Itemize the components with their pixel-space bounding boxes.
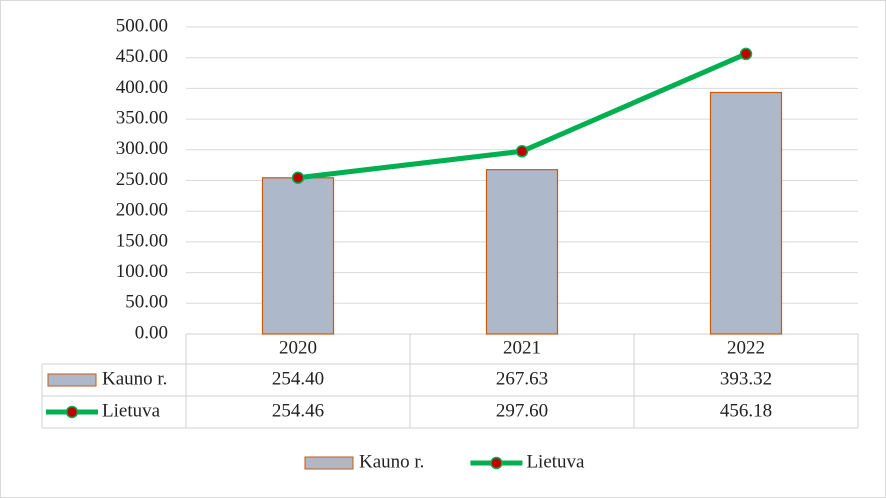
y-tick-label: 250.00 <box>116 169 168 190</box>
legend-marker <box>65 405 79 419</box>
y-tick-label: 350.00 <box>116 107 168 128</box>
y-tick-label: 200.00 <box>116 200 168 221</box>
y-tick-label: 450.00 <box>116 46 168 67</box>
legend-marker <box>490 456 503 470</box>
line-marker <box>739 47 753 61</box>
table-row-label: Kauno r. <box>102 368 167 389</box>
y-tick-label: 0.00 <box>135 322 168 343</box>
line-marker <box>291 171 305 185</box>
table-row-label: Lietuva <box>102 400 161 421</box>
table-cell: 297.60 <box>496 400 548 421</box>
y-tick-label: 100.00 <box>116 261 168 282</box>
legend-label: Lietuva <box>526 451 585 472</box>
legend-label: Kauno r. <box>359 451 424 472</box>
table-cell: 267.63 <box>496 368 548 389</box>
table-cell: 254.40 <box>272 368 324 389</box>
y-tick-label: 500.00 <box>116 15 168 36</box>
x-tick-label: 2022 <box>727 337 765 358</box>
y-tick-label: 150.00 <box>116 230 168 251</box>
y-tick-label: 50.00 <box>125 292 168 313</box>
table-cell: 254.46 <box>272 400 324 421</box>
x-tick-label: 2021 <box>503 337 541 358</box>
bar <box>261 177 335 335</box>
legend-swatch <box>304 456 354 470</box>
line-marker <box>515 145 529 158</box>
legend-swatch <box>47 373 97 387</box>
x-tick-label: 2020 <box>279 337 317 358</box>
y-tick-label: 300.00 <box>116 138 168 159</box>
y-tick-label: 400.00 <box>116 77 168 98</box>
bar <box>709 91 783 335</box>
table-cell: 393.32 <box>720 368 772 389</box>
table-cell: 456.18 <box>720 400 772 421</box>
bar <box>485 169 559 335</box>
